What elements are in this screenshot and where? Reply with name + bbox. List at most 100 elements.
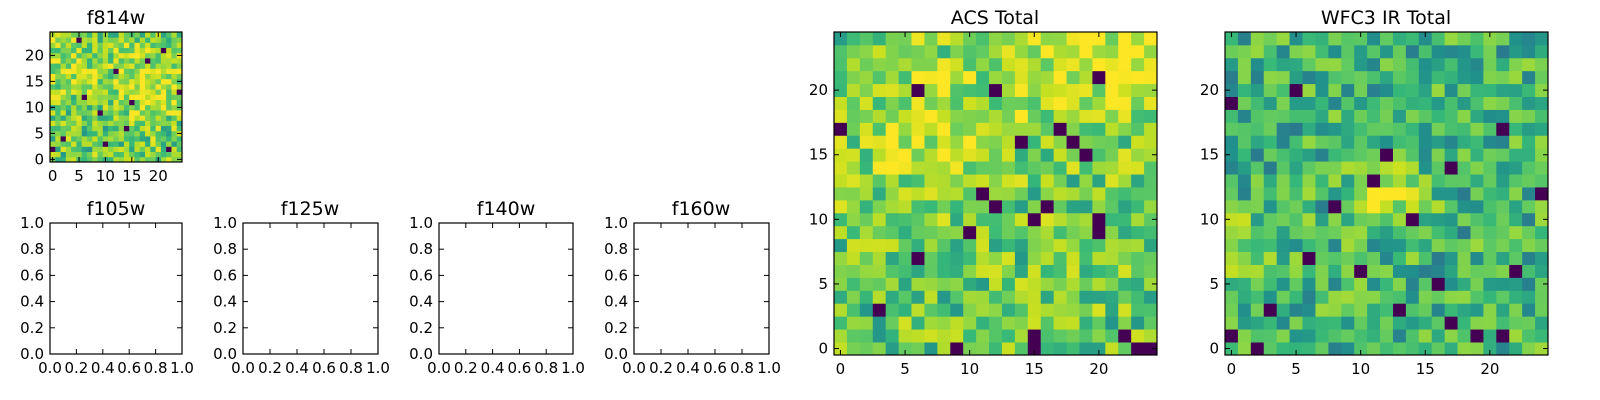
heatmap-cell: [1302, 83, 1316, 97]
heatmap-cell: [1457, 264, 1471, 278]
heatmap-cell: [1535, 225, 1549, 240]
heatmap-cell: [50, 89, 56, 95]
heatmap-cell: [134, 37, 141, 43]
heatmap-cell: [1053, 264, 1067, 278]
heatmap-cell: [102, 110, 109, 116]
x-tick-label: 15: [1416, 360, 1435, 378]
heatmap-cell: [1092, 329, 1106, 343]
heatmap-cell: [834, 32, 848, 46]
heatmap-cell: [950, 290, 964, 304]
heatmap-cell: [911, 303, 925, 317]
heatmap-cell: [1341, 329, 1355, 343]
heatmap-cell: [1092, 342, 1106, 356]
heatmap-cell: [1053, 303, 1067, 317]
heatmap-cell: [1341, 32, 1355, 46]
heatmap-cell: [872, 187, 887, 201]
heatmap-cell: [86, 125, 93, 132]
heatmap-cell: [1144, 212, 1158, 227]
heatmap-cell: [1418, 174, 1433, 188]
heatmap-cell: [50, 151, 56, 158]
heatmap-cell: [118, 115, 125, 121]
heatmap-cell: [859, 57, 874, 72]
heatmap-cell: [834, 225, 848, 240]
heatmap-cell: [924, 109, 938, 123]
heatmap-cell: [71, 89, 77, 95]
heatmap-cell: [76, 151, 83, 158]
heatmap-cell: [113, 110, 120, 116]
heatmap-cell: [1509, 342, 1523, 356]
heatmap-cell: [1066, 70, 1080, 85]
heatmap-cell: [118, 141, 125, 147]
heatmap-cell: [113, 78, 120, 85]
heatmap-cell: [976, 238, 990, 253]
heatmap-cell: [963, 342, 977, 356]
heatmap-cell: [1418, 148, 1433, 162]
heatmap-cell: [834, 57, 848, 72]
heatmap-cell: [859, 277, 874, 291]
heatmap-cell: [1040, 122, 1055, 136]
heatmap-cell: [898, 122, 912, 136]
heatmap-cell: [81, 125, 88, 132]
heatmap-cell: [1289, 57, 1303, 72]
heatmap-cell: [1341, 225, 1355, 240]
heatmap-cell: [108, 104, 114, 111]
heatmap-cell: [1092, 316, 1106, 330]
y-tick-label: 15: [809, 146, 828, 164]
heatmap-cell: [81, 141, 88, 147]
heatmap-cell: [150, 156, 156, 163]
heatmap-cell: [123, 156, 130, 163]
heatmap-cell: [145, 141, 151, 147]
heatmap-cell: [65, 110, 72, 116]
heatmap-cell: [1276, 290, 1290, 304]
heatmap-cell: [1105, 329, 1119, 343]
heatmap-cell: [60, 115, 67, 121]
heatmap-cell: [134, 58, 141, 64]
heatmap-cell: [1053, 238, 1067, 253]
heatmap-cell: [1144, 264, 1158, 278]
heatmap-cell: [86, 130, 93, 137]
heatmap-cell: [171, 125, 178, 132]
heatmap-cell: [1040, 135, 1055, 149]
heatmap-cell: [1079, 342, 1093, 356]
heatmap-cell: [1001, 199, 1016, 214]
heatmap-cell: [872, 148, 887, 162]
heatmap-cell: [92, 141, 98, 147]
heatmap-cell: [65, 120, 72, 126]
heatmap-cell: [139, 130, 146, 137]
heatmap-cell: [1483, 161, 1497, 175]
heatmap-cell: [1027, 148, 1042, 162]
heatmap-cell: [171, 63, 178, 69]
heatmap-cell: [1328, 96, 1342, 110]
heatmap-cell: [1040, 329, 1055, 343]
heatmap-cell: [1027, 277, 1042, 291]
heatmap-cell: [1276, 199, 1290, 214]
subplot-title-acs-total: ACS Total: [951, 7, 1039, 29]
heatmap-cell: [81, 68, 88, 74]
heatmap-cell: [1535, 96, 1549, 110]
heatmap-cell: [176, 110, 183, 116]
heatmap-cell: [1392, 109, 1407, 123]
y-tick-label: 15: [25, 72, 44, 90]
heatmap-cell: [1225, 187, 1239, 201]
heatmap-cell: [859, 109, 874, 123]
heatmap-cell: [81, 47, 88, 54]
heatmap-cell: [924, 212, 938, 227]
heatmap-cell: [1237, 32, 1252, 46]
heatmap-cell: [1276, 316, 1290, 330]
heatmap-cell: [989, 83, 1003, 97]
heatmap-cell: [1105, 342, 1119, 356]
heatmap-cell: [1276, 251, 1290, 265]
heatmap-cell: [81, 120, 88, 126]
heatmap-cell: [1027, 32, 1042, 46]
heatmap-cell: [155, 94, 162, 100]
heatmap-cell: [1483, 109, 1497, 123]
heatmap-cell: [976, 199, 990, 214]
heatmap-cell: [176, 141, 183, 147]
heatmap-cell: [1457, 342, 1471, 356]
y-tick-label: 0.8: [213, 240, 237, 258]
x-tick-label: 5: [74, 167, 84, 185]
heatmap-cell: [1367, 290, 1381, 304]
heatmap-cell: [1380, 32, 1394, 46]
x-tick-label: 0.4: [481, 359, 505, 377]
